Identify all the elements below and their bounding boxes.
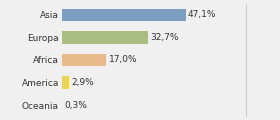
Text: 2,9%: 2,9% [71,78,94,87]
Bar [62,54,106,66]
Text: 17,0%: 17,0% [109,55,137,64]
Bar [62,9,186,21]
Bar [62,31,148,44]
Text: 47,1%: 47,1% [188,10,216,19]
Text: 0,3%: 0,3% [64,101,87,110]
Text: 32,7%: 32,7% [150,33,179,42]
Bar [62,76,69,89]
